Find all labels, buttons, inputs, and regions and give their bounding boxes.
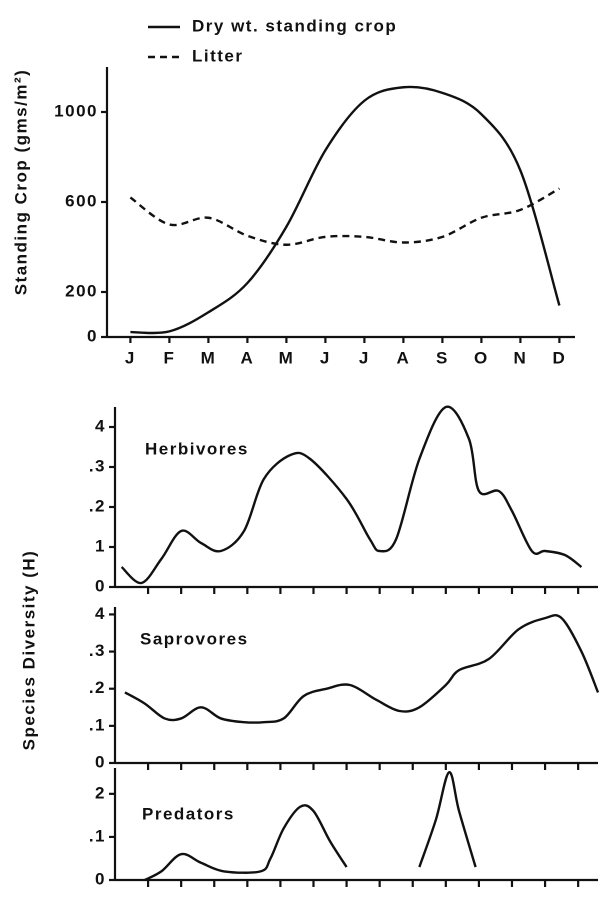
x-tick-label: S xyxy=(436,348,449,367)
line-series xyxy=(130,85,561,335)
y-axis-label: Species Diversity (H) xyxy=(19,550,38,751)
panel-label: Predators xyxy=(142,804,235,823)
y-tick-label: 0 xyxy=(95,752,106,771)
legend-label: Litter xyxy=(192,46,244,65)
x-tick-label: F xyxy=(163,348,175,367)
y-tick-label: .1 xyxy=(89,826,106,845)
y-tick-label: .2 xyxy=(89,496,106,515)
x-tick-label: O xyxy=(474,348,489,367)
y-tick-label: 4 xyxy=(95,416,106,435)
y-tick-label: 2 xyxy=(95,783,106,802)
line-series xyxy=(124,614,600,724)
panel-label: Herbivores xyxy=(145,439,249,458)
x-tick-label: J xyxy=(359,348,370,367)
line-series xyxy=(129,187,560,246)
y-tick-label: .3 xyxy=(89,456,106,475)
y-tick-label: 0 xyxy=(87,326,98,345)
x-tick-label: J xyxy=(125,348,136,367)
line-series xyxy=(144,771,477,882)
y-tick-label: 4 xyxy=(95,604,106,623)
x-tick-label: A xyxy=(241,348,255,367)
y-tick-label: .3 xyxy=(89,641,106,660)
y-tick-label: .1 xyxy=(89,715,106,734)
y-tick-label: 200 xyxy=(65,281,98,300)
legend-label: Dry wt. standing crop xyxy=(192,16,397,35)
x-tick-label: D xyxy=(553,348,567,367)
line-series xyxy=(120,405,583,585)
x-tick-label: N xyxy=(514,348,528,367)
y-tick-label: .2 xyxy=(89,678,106,697)
x-tick-label: M xyxy=(201,348,217,367)
x-tick-label: M xyxy=(279,348,295,367)
panel-label: Saprovores xyxy=(140,629,249,648)
y-tick-label: 1000 xyxy=(54,101,98,120)
x-tick-label: A xyxy=(397,348,411,367)
y-tick-label: 600 xyxy=(65,191,98,210)
y-tick-label: 1 xyxy=(95,536,106,555)
x-tick-label: J xyxy=(320,348,331,367)
y-tick-label: 0 xyxy=(95,576,106,595)
y-tick-label: 0 xyxy=(95,869,106,888)
y-axis-label: Standing Crop (gms/m²) xyxy=(11,69,30,296)
